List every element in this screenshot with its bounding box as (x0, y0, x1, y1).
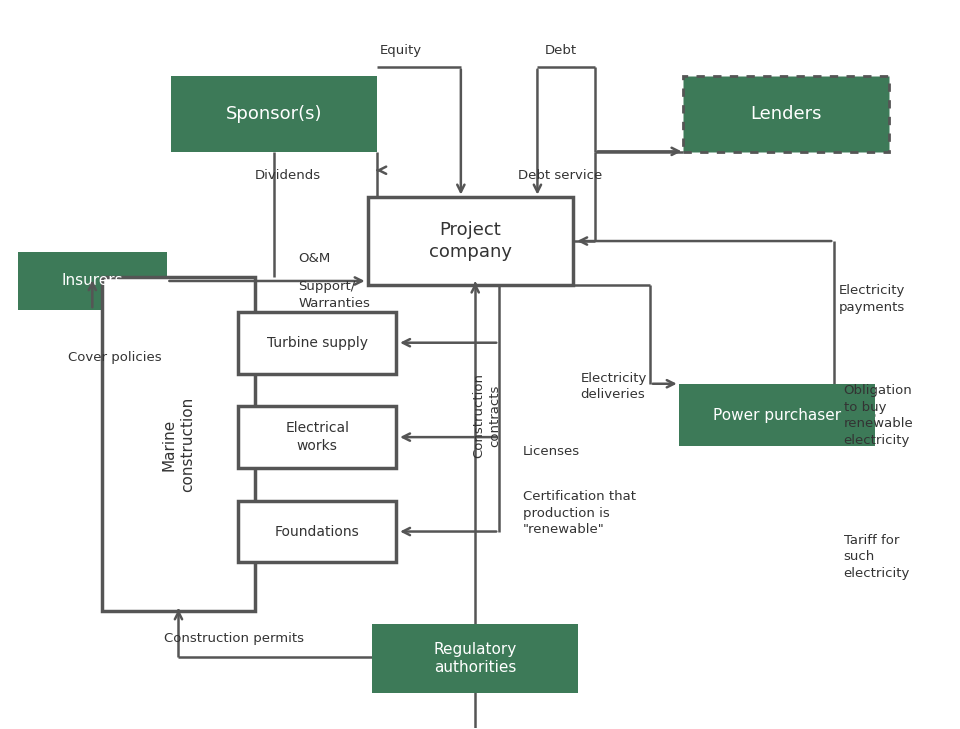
Text: O&M: O&M (299, 252, 330, 265)
Text: Power purchaser: Power purchaser (712, 408, 841, 423)
Text: Construction
contracts: Construction contracts (472, 373, 501, 458)
Text: Cover policies: Cover policies (68, 351, 162, 364)
FancyBboxPatch shape (18, 252, 166, 310)
Text: Lenders: Lenders (751, 105, 822, 123)
Text: Equity: Equity (379, 44, 421, 58)
Text: Tariff for
such
electricity: Tariff for such electricity (844, 534, 910, 580)
Text: Obligation
to buy
renewable
electricity: Obligation to buy renewable electricity (844, 384, 914, 447)
Text: Debt service: Debt service (518, 169, 603, 182)
Text: Licenses: Licenses (523, 445, 580, 458)
Text: Construction permits: Construction permits (164, 632, 304, 644)
Text: Turbine supply: Turbine supply (267, 336, 368, 350)
Text: Project
company: Project company (429, 221, 512, 261)
Text: Support/
Warranties: Support/ Warranties (299, 280, 370, 310)
Text: Marine
construction: Marine construction (161, 397, 195, 492)
FancyBboxPatch shape (238, 501, 396, 562)
FancyBboxPatch shape (102, 277, 255, 612)
Text: Certification that
production is
"renewable": Certification that production is "renewa… (523, 491, 636, 537)
Text: Electricity
deliveries: Electricity deliveries (581, 372, 647, 401)
FancyBboxPatch shape (238, 312, 396, 373)
Text: Electricity
payments: Electricity payments (839, 284, 905, 314)
FancyBboxPatch shape (368, 198, 573, 284)
Text: Dividends: Dividends (255, 169, 322, 182)
Text: Debt: Debt (545, 44, 577, 58)
FancyBboxPatch shape (679, 384, 875, 446)
Text: Regulatory
authorities: Regulatory authorities (434, 642, 516, 676)
FancyBboxPatch shape (684, 76, 889, 152)
Text: Insurers: Insurers (61, 273, 123, 289)
FancyBboxPatch shape (372, 624, 578, 693)
Text: Foundations: Foundations (275, 525, 360, 539)
Text: Electrical
works: Electrical works (285, 421, 349, 453)
FancyBboxPatch shape (171, 76, 377, 152)
Text: Sponsor(s): Sponsor(s) (226, 105, 323, 123)
FancyBboxPatch shape (238, 406, 396, 468)
